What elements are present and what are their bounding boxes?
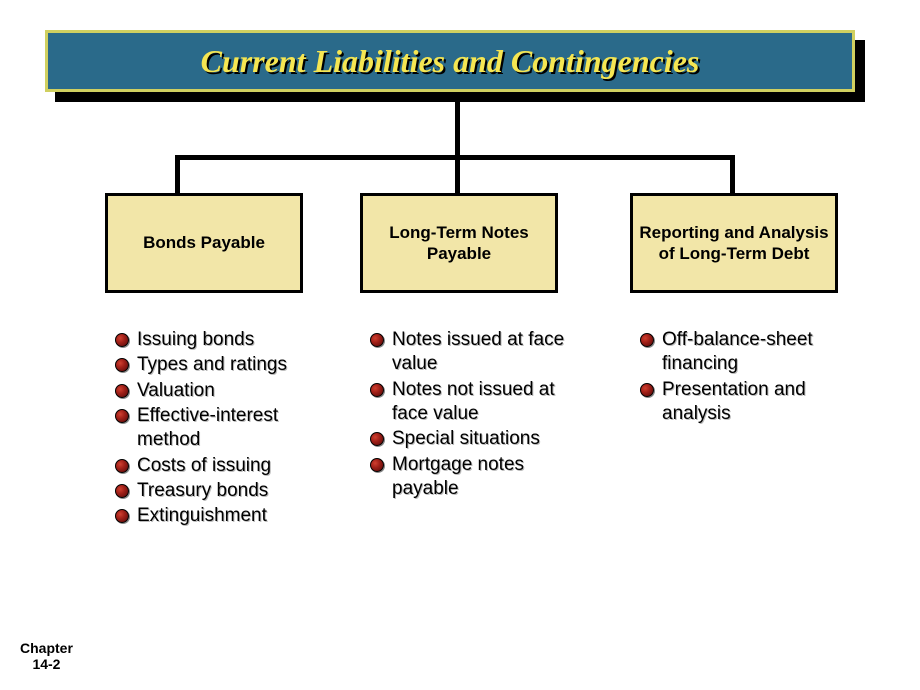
list-item: Off-balance-sheet financing (640, 328, 850, 377)
bullet-list-col-0: Issuing bondsTypes and ratingsValuationE… (115, 328, 325, 530)
subbox-heading: Long-Term Notes Payable (369, 222, 549, 265)
title-banner: Current Liabilities and Contingencies (45, 30, 855, 92)
list-item: Presentation and analysis (640, 378, 850, 427)
list-item: Types and ratings (115, 353, 325, 377)
subbox-heading: Reporting and Analysis of Long-Term Debt (639, 222, 829, 265)
chapter-number: 14-2 (32, 656, 60, 672)
list-item: Effective-interest method (115, 404, 325, 453)
list-item: Mortgage notes payable (370, 453, 580, 502)
list-item: Valuation (115, 379, 325, 403)
list-item: Treasury bonds (115, 479, 325, 503)
bullet-list-col-1: Notes issued at face valueNotes not issu… (370, 328, 580, 502)
subbox-bonds-payable: Bonds Payable (105, 193, 303, 293)
list-item: Notes not issued at face value (370, 378, 580, 427)
connector-drop-right (730, 155, 735, 193)
subbox-reporting-analysis: Reporting and Analysis of Long-Term Debt (630, 193, 838, 293)
subbox-heading: Bonds Payable (143, 232, 265, 253)
chapter-word: Chapter (20, 640, 73, 656)
chapter-label: Chapter 14-2 (20, 640, 73, 672)
bullet-list-col-2: Off-balance-sheet financingPresentation … (640, 328, 850, 427)
list-item: Notes issued at face value (370, 328, 580, 377)
connector-drop-mid (455, 155, 460, 193)
list-item: Special situations (370, 427, 580, 451)
list-item: Extinguishment (115, 504, 325, 528)
list-item: Issuing bonds (115, 328, 325, 352)
connector-drop-left (175, 155, 180, 193)
page-title: Current Liabilities and Contingencies (201, 43, 700, 80)
list-item: Costs of issuing (115, 454, 325, 478)
connector-main-drop (455, 102, 460, 155)
subbox-long-term-notes: Long-Term Notes Payable (360, 193, 558, 293)
